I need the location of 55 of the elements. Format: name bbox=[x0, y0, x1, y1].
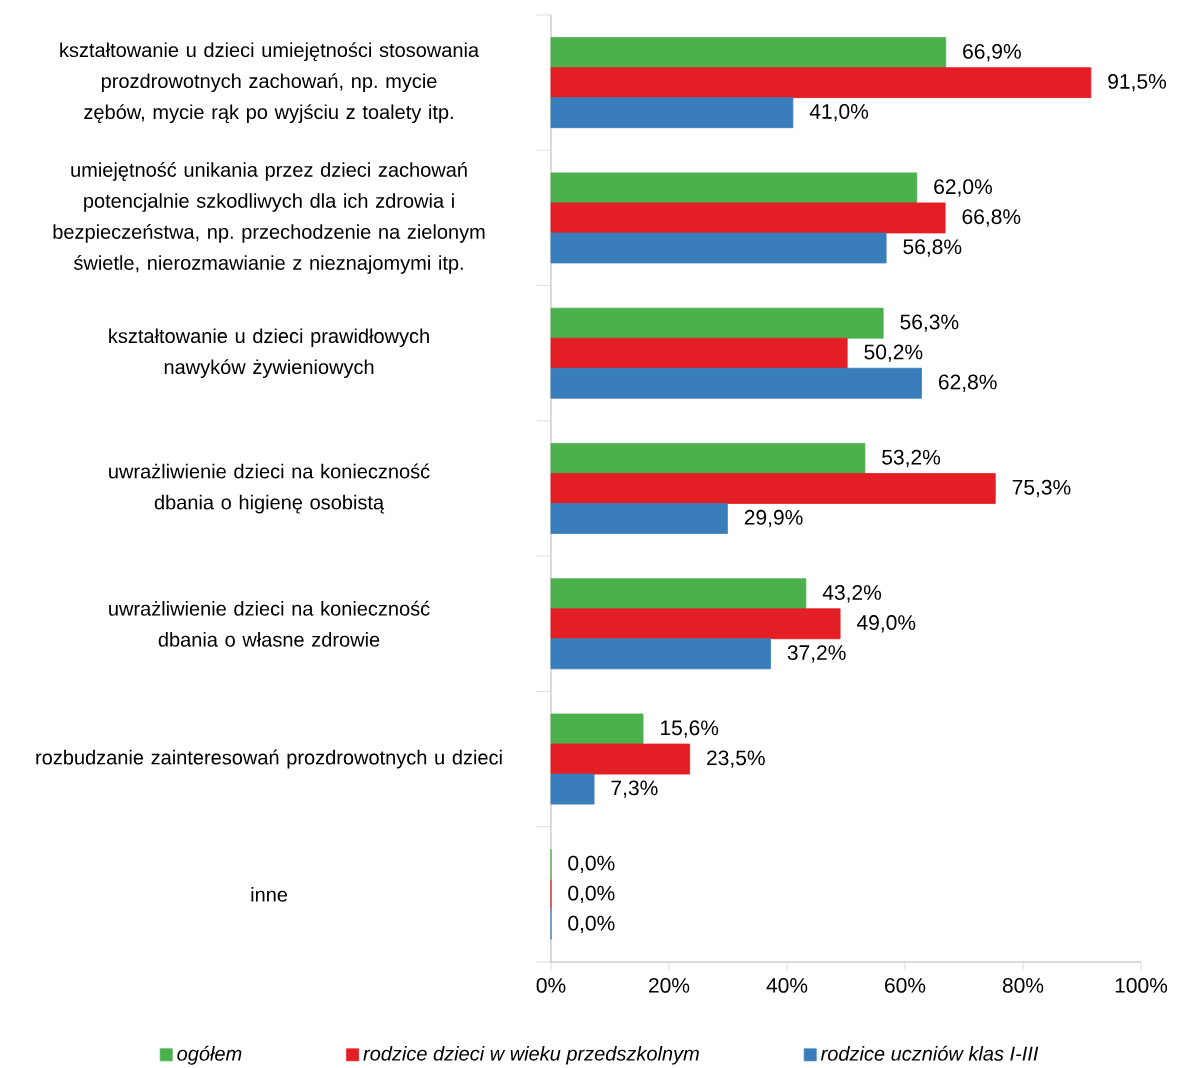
x-tick-label: 20% bbox=[649, 977, 690, 993]
bar bbox=[550, 503, 728, 534]
bar bbox=[550, 743, 691, 775]
x-tick-label: 100% bbox=[1115, 977, 1168, 993]
x-tick-label: 80% bbox=[1002, 977, 1044, 993]
data-label: 66,9% bbox=[963, 43, 1021, 62]
legend-label: rodzice dzieci w wieku przedszkolnym bbox=[363, 1045, 699, 1065]
y-tick-label: umiejętność unikania przez dzieci zachowań potencjalnie szkodliwych dla ich zdrowia i bezpieczeństwa, np. przechodzenie na zielonym świetle, nierozmawianie z nieznajomymi itp. bbox=[53, 161, 485, 274]
data-label: 0,0% bbox=[568, 855, 615, 874]
data-label: 49,0% bbox=[856, 615, 916, 633]
bar bbox=[550, 67, 1092, 99]
bar bbox=[550, 37, 947, 69]
data-label: 62,8% bbox=[938, 374, 997, 392]
bar bbox=[550, 337, 848, 369]
data-label: 91,5% bbox=[1108, 73, 1167, 92]
y-tick-label: inne bbox=[251, 887, 288, 902]
data-label: 62,0% bbox=[934, 179, 992, 197]
legend-label: ogółem bbox=[177, 1045, 242, 1065]
bar bbox=[550, 473, 996, 504]
bar bbox=[550, 172, 918, 204]
bar bbox=[550, 713, 644, 745]
y-tick-label: kształtowanie u dzieci umiejętności stosowania prozdrowotnych zachowań, np. mycie zębów, mycie rąk po wyjściu z toalety itp. bbox=[60, 42, 480, 124]
data-label: 53,2% bbox=[882, 449, 941, 468]
data-label: 50,2% bbox=[864, 344, 923, 362]
data-label: 23,5% bbox=[707, 750, 765, 768]
data-label: 0,0% bbox=[568, 885, 615, 904]
data-label: 56,8% bbox=[903, 239, 962, 257]
bar bbox=[550, 202, 946, 234]
data-label: 43,2% bbox=[822, 585, 882, 603]
y-tick-label: uwrażliwienie dzieci na konieczność dbania o własne zdrowie bbox=[109, 600, 430, 647]
data-label: 0,0% bbox=[568, 915, 615, 934]
bar bbox=[550, 608, 841, 640]
data-label: 66,8% bbox=[962, 209, 1021, 227]
bar bbox=[550, 443, 866, 474]
bar bbox=[550, 638, 771, 670]
data-label: 37,2% bbox=[787, 645, 846, 663]
y-tick-label: kształtowanie u dzieci prawidłowych nawyków żywieniowych bbox=[109, 328, 429, 379]
x-tick-label: 60% bbox=[885, 977, 926, 993]
bar bbox=[550, 307, 884, 339]
data-label: 7,3% bbox=[611, 780, 658, 798]
y-tick-label: uwrażliwienie dzieci na konieczność dbania o higienę osobistą bbox=[109, 463, 430, 514]
bar bbox=[550, 578, 807, 610]
bar bbox=[550, 367, 922, 399]
data-label: 75,3% bbox=[1012, 479, 1071, 498]
data-label: 41,0% bbox=[809, 104, 869, 122]
x-tick-label: 0% bbox=[536, 977, 566, 993]
data-label: 29,9% bbox=[744, 509, 803, 528]
bar bbox=[550, 232, 887, 264]
data-label: 56,3% bbox=[900, 314, 959, 332]
bar bbox=[550, 773, 595, 805]
x-tick-label: 40% bbox=[766, 977, 808, 993]
legend-label: rodzice uczniów klas I-III bbox=[820, 1045, 1039, 1061]
bar bbox=[550, 97, 794, 129]
y-tick-label: rozbudzanie zainteresowań prozdrowotnych u dzieci bbox=[36, 749, 502, 769]
data-label: 15,6% bbox=[661, 720, 719, 738]
